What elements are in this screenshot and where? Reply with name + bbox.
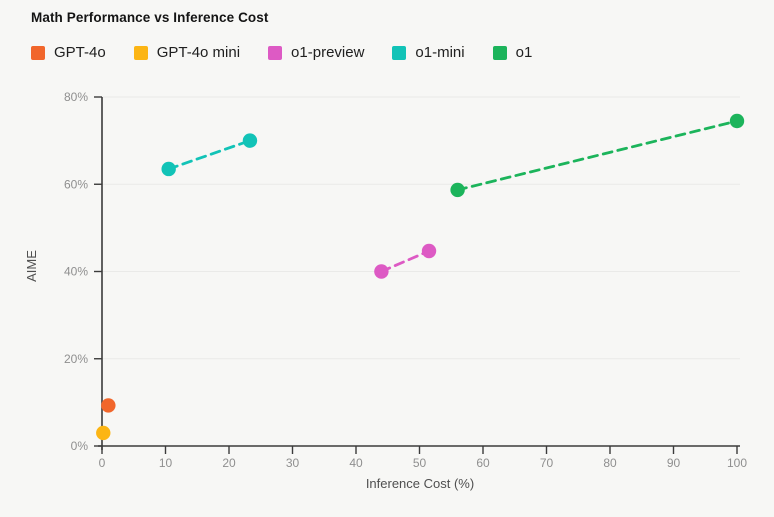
legend-item-o1-preview: o1-preview [268, 44, 364, 61]
x-tick-label: 50 [413, 456, 427, 470]
legend-label: GPT-4o [54, 44, 106, 61]
x-tick-label: 40 [349, 456, 363, 470]
y-tick-label: 60% [64, 177, 88, 191]
x-tick-label: 60 [476, 456, 490, 470]
series-layer [96, 113, 745, 441]
gridlines-layer [102, 96, 740, 360]
y-tick-label: 20% [64, 352, 88, 366]
x-tick-label: 70 [540, 456, 554, 470]
data-point-gpt-4o-mini [96, 425, 111, 441]
legend-label: o1 [515, 44, 533, 61]
legend-swatch-o1-preview [268, 45, 283, 60]
data-point-gpt-4o [101, 398, 116, 413]
y-tick-label: 80% [64, 90, 88, 104]
x-tick-label: 30 [286, 456, 300, 470]
chart-legend: GPT-4o GPT-4o mini o1-preview o1-mini o1 [31, 44, 560, 61]
axes-layer: 0% 20% 40% 60% 80% 0 10 20 30 40 50 60 70 80 90 100 [64, 90, 747, 470]
data-point-o1-preview [374, 264, 389, 279]
legend-item-o1-mini: o1-mini [392, 44, 465, 61]
data-point-o1-preview [421, 243, 437, 259]
x-axis-title: Inference Cost (%) [366, 476, 474, 491]
legend-label: GPT-4o mini [156, 44, 241, 61]
data-point-o1 [729, 113, 745, 129]
trend-line-o1-mini [167, 139, 252, 171]
legend-item-gpt-4o-mini: GPT-4o mini [133, 44, 241, 61]
legend-label: o1-mini [415, 44, 465, 61]
data-point-o1-mini [242, 133, 258, 148]
y-tick-label: 0% [71, 439, 89, 453]
chart-title: Math Performance vs Inference Cost [31, 10, 269, 25]
x-tick-label: 80 [603, 456, 617, 470]
trend-line-o1-preview [379, 249, 431, 273]
x-tick-label: 10 [159, 456, 173, 470]
x-tick-label: 100 [727, 456, 747, 470]
x-tick-label: 90 [667, 456, 681, 470]
trend-line-o1 [456, 119, 739, 192]
legend-swatch-o1 [492, 45, 507, 60]
data-point-o1-mini [161, 161, 176, 177]
legend-item-gpt-4o: GPT-4o [31, 44, 106, 61]
legend-swatch-gpt-4o-mini [133, 45, 148, 60]
legend-swatch-o1-mini [392, 45, 407, 60]
legend-label: o1-preview [291, 44, 365, 61]
y-tick-label: 40% [64, 265, 88, 279]
data-point-o1 [450, 182, 465, 198]
y-axis-title: AIME [24, 250, 39, 282]
legend-swatch-gpt-4o [31, 45, 45, 60]
x-tick-label: 0 [99, 456, 106, 470]
x-tick-label: 20 [222, 456, 236, 470]
legend-item-o1: o1 [492, 44, 533, 61]
